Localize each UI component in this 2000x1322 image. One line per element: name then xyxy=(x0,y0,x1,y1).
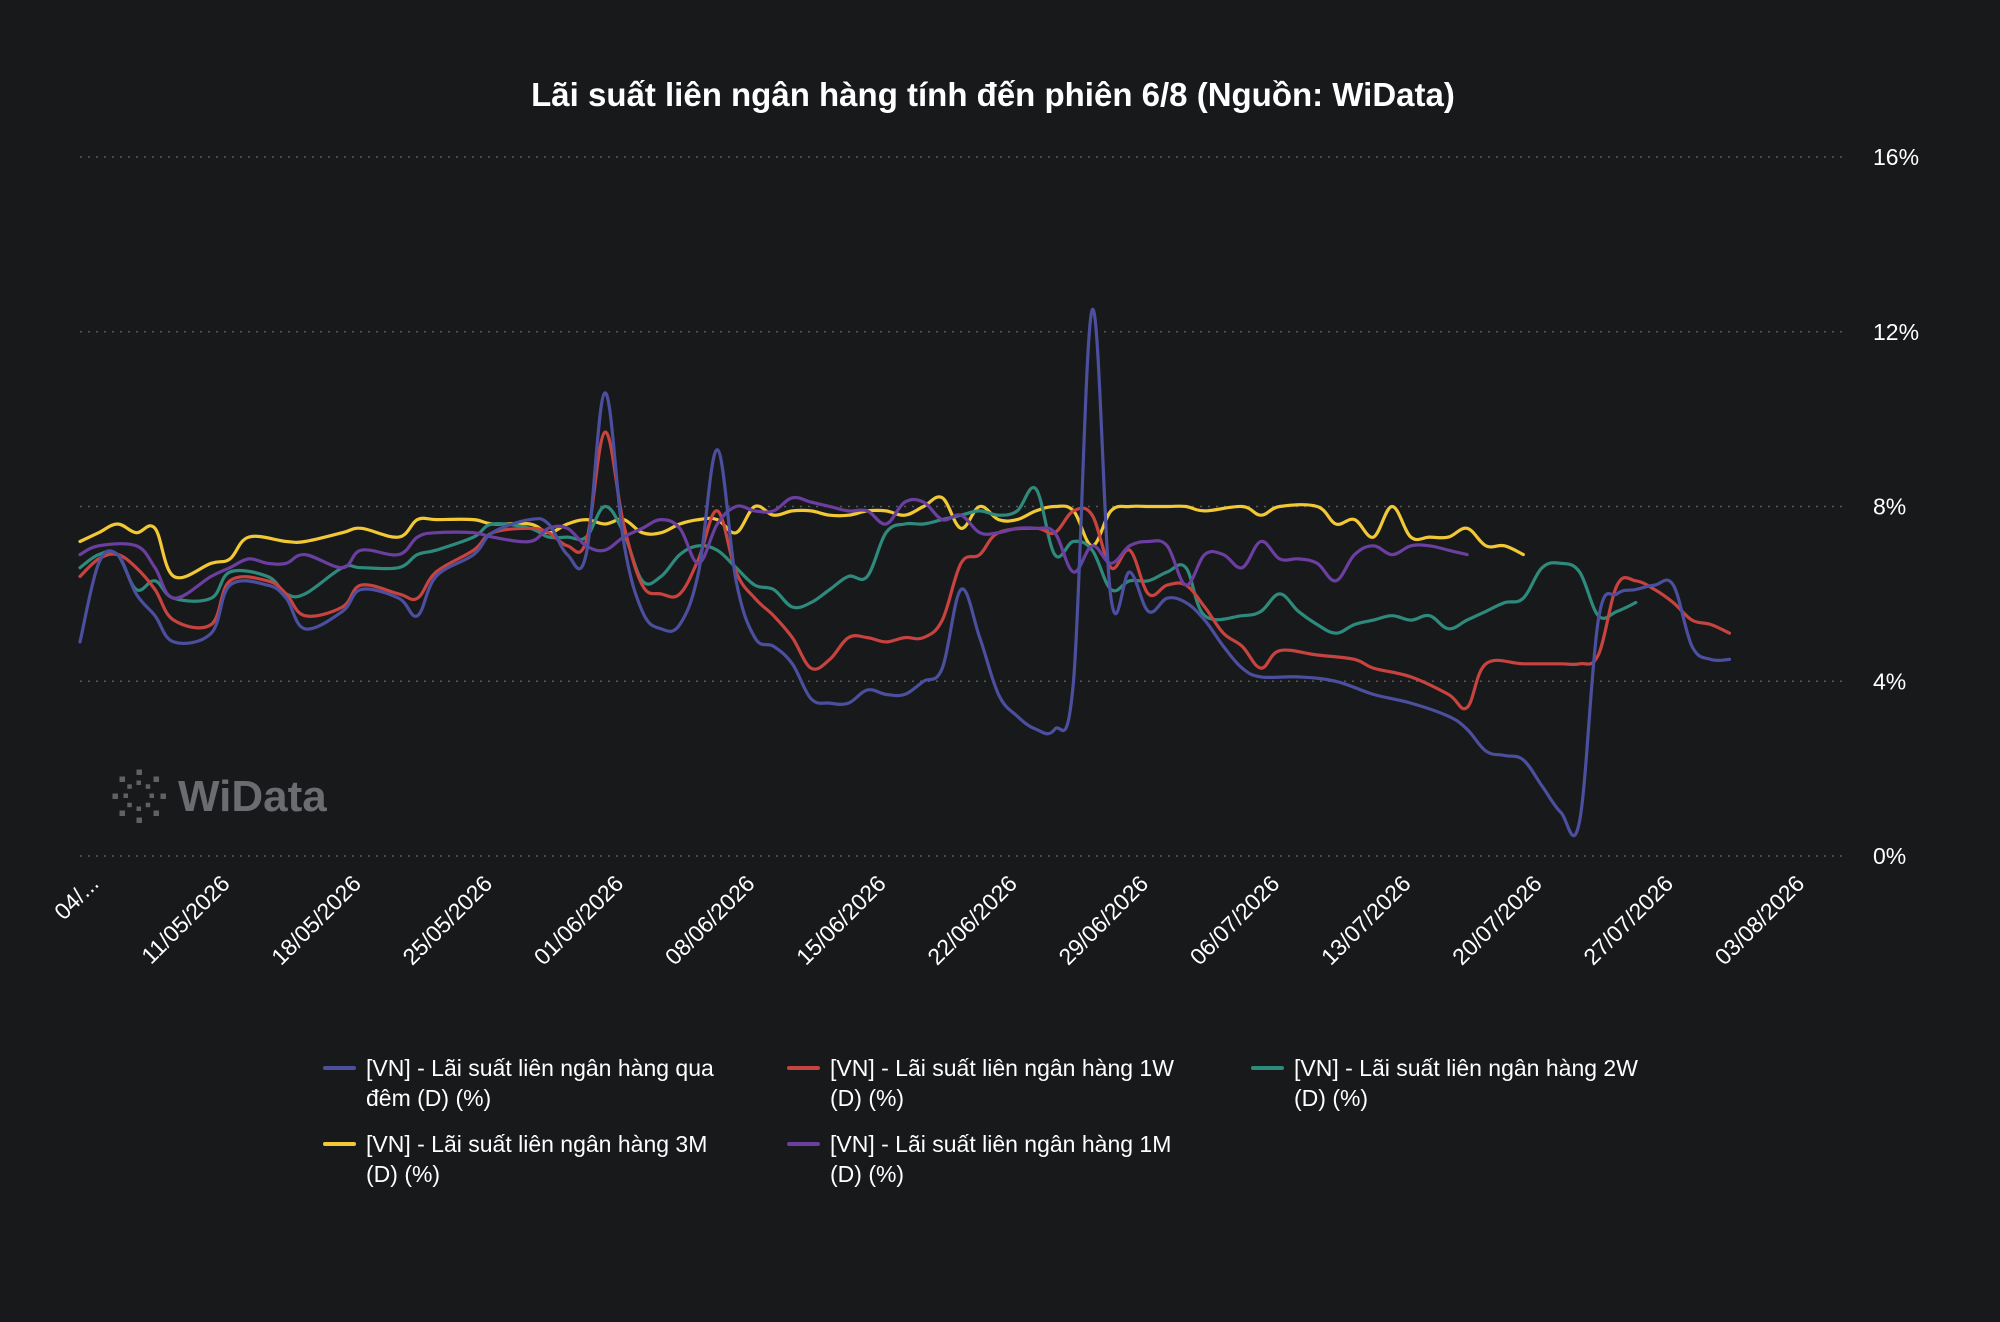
x-tick-label: 18/05/2026 xyxy=(266,870,366,970)
series-line-3m xyxy=(78,495,1525,580)
y-tick-label: 12% xyxy=(1873,319,1919,345)
series-line-2w xyxy=(78,485,1638,635)
x-tick-label: 25/05/2026 xyxy=(397,870,497,970)
y-tick-label: 4% xyxy=(1873,668,1906,694)
legend-label: [VN] - Lãi suất liên ngân hàng 1W (D) (%) xyxy=(830,1055,1174,1111)
legend-item-1w[interactable]: [VN] - Lãi suất liên ngân hàng 1W (D) (%) xyxy=(787,1055,1174,1111)
legend-label: [VN] - Lãi suất liên ngân hàng 1M (D) (%) xyxy=(830,1131,1171,1187)
y-axis: 0% 4% 8% 12% 16% xyxy=(1873,144,1919,869)
x-tick-label: 01/06/2026 xyxy=(529,870,629,970)
widata-logo-icon xyxy=(112,769,166,823)
x-tick-label: 06/07/2026 xyxy=(1185,870,1285,970)
chart-title: Lãi suất liên ngân hàng tính đến phiên 6… xyxy=(531,76,1455,113)
series-line-1w xyxy=(78,430,1732,711)
x-tick-label: 11/05/2026 xyxy=(136,870,235,969)
legend-label: [VN] - Lãi suất liên ngân hàng 2W (D) (%) xyxy=(1294,1055,1638,1111)
x-tick-label: 08/06/2026 xyxy=(660,870,760,970)
x-tick-label: 15/06/2026 xyxy=(791,870,891,970)
y-tick-label: 16% xyxy=(1873,144,1919,170)
watermark-text: WiData xyxy=(178,772,327,821)
legend-item-overnight[interactable]: [VN] - Lãi suất liên ngân hàng qua đêm (D… xyxy=(323,1055,714,1111)
grid-lines xyxy=(80,156,1842,857)
legend-item-3m[interactable]: [VN] - Lãi suất liên ngân hàng 3M (D) (%) xyxy=(323,1131,707,1187)
legend-label: [VN] - Lãi suất liên ngân hàng 3M (D) (%) xyxy=(366,1131,707,1187)
series-lines xyxy=(78,308,1732,838)
x-tick-label: 20/07/2026 xyxy=(1447,870,1547,970)
y-tick-label: 0% xyxy=(1873,843,1906,869)
x-tick-label: 27/07/2026 xyxy=(1578,870,1678,970)
x-tick-label: 03/08/2026 xyxy=(1710,870,1810,970)
legend-label: [VN] - Lãi suất liên ngân hàng qua đêm (D… xyxy=(366,1055,714,1111)
x-axis: 04/... 11/05/2026 18/05/2026 25/05/2026 01/0… xyxy=(49,870,1809,970)
series-line-overnight xyxy=(78,308,1732,838)
widata-watermark: WiData xyxy=(112,769,327,823)
series-line-1m xyxy=(78,495,1469,600)
x-tick-label: 22/06/2026 xyxy=(922,870,1022,970)
legend-item-1m[interactable]: [VN] - Lãi suất liên ngân hàng 1M (D) (%) xyxy=(787,1131,1171,1187)
x-tick-label: 29/06/2026 xyxy=(1053,870,1153,970)
legend: [VN] - Lãi suất liên ngân hàng qua đêm (D… xyxy=(323,1055,1638,1187)
legend-item-2w[interactable]: [VN] - Lãi suất liên ngân hàng 2W (D) (%) xyxy=(1251,1055,1638,1111)
x-tick-label: 04/... xyxy=(49,870,104,925)
y-tick-label: 8% xyxy=(1873,494,1906,520)
x-tick-label: 13/07/2026 xyxy=(1316,870,1416,970)
